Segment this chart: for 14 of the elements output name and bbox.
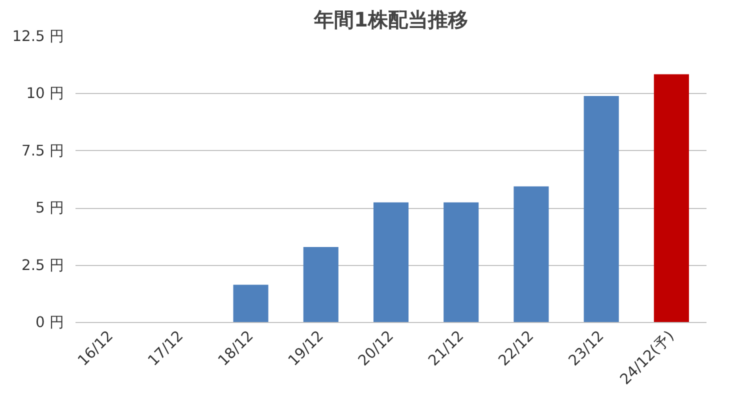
bar bbox=[233, 284, 268, 322]
bar bbox=[373, 202, 409, 322]
chart-title: 年間1株配当推移 bbox=[313, 8, 468, 32]
y-tick-label: 12.5 円 bbox=[12, 28, 65, 45]
y-tick-label: 10 円 bbox=[26, 85, 65, 102]
bar bbox=[654, 74, 689, 322]
bar bbox=[514, 186, 549, 322]
bar bbox=[444, 202, 479, 322]
y-tick-label: 0 円 bbox=[36, 314, 64, 331]
bar bbox=[584, 96, 619, 322]
y-tick-label: 7.5 円 bbox=[22, 142, 64, 160]
y-tick-label: 2.5 円 bbox=[22, 256, 64, 274]
y-tick-label: 5 円 bbox=[36, 200, 64, 217]
bar bbox=[303, 246, 338, 322]
